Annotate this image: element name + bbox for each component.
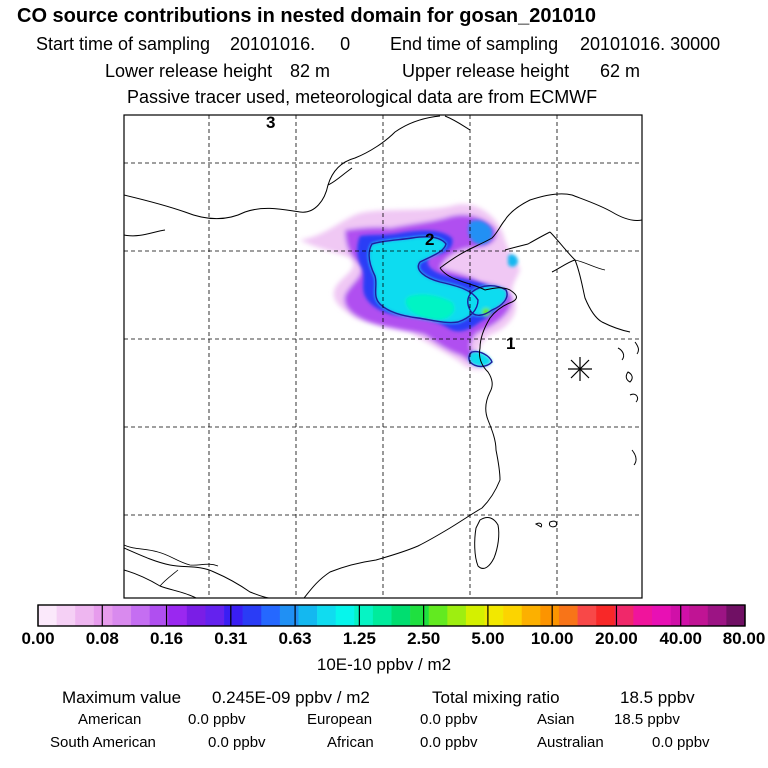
region-name: Australian: [537, 734, 604, 751]
colorbar-segment: [56, 605, 76, 626]
colorbar-tick-label: 20.00: [595, 629, 638, 648]
colorbar-segment: [354, 605, 374, 626]
colorbar-segment: [410, 605, 430, 626]
lower-release-label: Lower release height: [105, 61, 273, 81]
colorbar-tick-label: 80.00: [722, 629, 766, 648]
colorbar-segment: [391, 605, 411, 626]
start-time-label: Start time of sampling: [36, 34, 211, 54]
region-value: 0.0 ppbv: [188, 711, 246, 728]
region-value: 0.0 ppbv: [420, 734, 478, 751]
colorbar-segment: [503, 605, 523, 626]
total-mixing-label: Total mixing ratio: [432, 688, 560, 707]
colorbar-segment: [577, 605, 597, 626]
max-value-label: Maximum value: [62, 688, 182, 707]
lower-release-value: 82 m: [290, 61, 331, 81]
region-name: European: [307, 711, 373, 728]
end-time-value: 20101016. 30000: [580, 34, 721, 54]
colorbar-segment: [614, 605, 634, 626]
colorbar-segment: [521, 605, 541, 626]
colorbar-segment: [335, 605, 355, 626]
colorbar-tick-label: 5.00: [471, 629, 505, 648]
colorbar-segment: [317, 605, 336, 626]
colorbar-segment: [558, 605, 578, 626]
site-marker-icon: [568, 357, 592, 381]
colorbar-unit: 10E-10 ppbv / m2: [316, 655, 452, 674]
colorbar-segment: [186, 605, 206, 626]
colorbar-tick-label: 0.16: [149, 629, 184, 648]
plume-bay-patch: [468, 220, 493, 245]
plume-korea-patch: [508, 254, 518, 267]
region-name: American: [78, 711, 142, 728]
region-name: Asian: [537, 711, 575, 728]
region-value: 0.0 ppbv: [208, 734, 266, 751]
colorbar-segment: [149, 605, 169, 626]
trajectory-label-2: 2: [425, 230, 434, 249]
region-name: African: [327, 734, 374, 751]
colorbar-segment: [428, 605, 448, 626]
colorbar-segment: [298, 605, 318, 626]
colorbar-segment: [168, 605, 188, 626]
plume-cyan: [368, 236, 478, 323]
map-grid: [124, 115, 642, 598]
colorbar-segment: [205, 605, 225, 626]
max-value: 0.245E-09 ppbv / m2: [212, 688, 370, 707]
total-mixing-value: 18.5 ppbv: [620, 688, 695, 707]
plume-teal: [405, 294, 455, 320]
colorbar-tick-label: 0.31: [214, 629, 248, 648]
colorbar-segment: [707, 605, 727, 626]
colorbar-tick-label: 0.08: [85, 629, 119, 648]
colorbar-segment: [484, 605, 504, 626]
plume-shandong: [467, 285, 508, 316]
start-time-value: 20101016. 0: [230, 34, 351, 54]
colorbar-tick-label: 40.00: [659, 629, 702, 648]
colorbar-segment: [112, 605, 132, 626]
colorbar: [37, 604, 746, 627]
colorbar-segment: [689, 605, 709, 626]
region-value: 18.5 ppbv: [614, 711, 680, 728]
colorbar-tick-label: 0.63: [278, 629, 312, 648]
colorbar-tick-label: 2.50: [407, 629, 441, 648]
colorbar-segment: [372, 605, 392, 626]
colorbar-segment: [75, 605, 95, 626]
map-frame: [123, 114, 643, 599]
colorbar-segment: [279, 605, 299, 626]
tracer-note: Passive tracer used, meteorological data…: [127, 87, 598, 107]
colorbar-segment: [261, 605, 281, 626]
colorbar-segment: [465, 605, 485, 626]
country-borders: [124, 259, 606, 587]
colorbar-segment: [131, 605, 150, 626]
colorbar-segment: [242, 605, 262, 626]
region-value: 0.0 ppbv: [420, 711, 478, 728]
region-name: South American: [50, 734, 156, 751]
colorbar-segment: [224, 605, 243, 626]
coastlines: [124, 115, 642, 598]
colorbar-segment: [651, 605, 671, 626]
trajectory-label-1: 1: [506, 334, 515, 353]
colorbar-segment: [38, 605, 57, 626]
colorbar-segment: [726, 605, 746, 626]
colorbar-segment: [670, 605, 690, 626]
colorbar-frame: [37, 604, 746, 627]
colorbar-segment: [596, 605, 616, 626]
colorbar-segment: [540, 605, 560, 626]
trajectory-label-3: 3: [266, 113, 275, 132]
colorbar-segment: [93, 605, 113, 626]
colorbar-tick-label: 10.00: [530, 629, 574, 648]
region-value: 0.0 ppbv: [652, 734, 710, 751]
colorbar-tick-label: 1.25: [342, 629, 376, 648]
colorbar-tick-label: 0.00: [21, 629, 55, 648]
colorbar-segment: [633, 605, 653, 626]
upper-release-label: Upper release height: [402, 61, 570, 81]
upper-release-value: 62 m: [600, 61, 641, 81]
plot-title: CO source contributions in nested domain…: [17, 5, 597, 27]
end-time-label: End time of sampling: [390, 34, 559, 54]
colorbar-segment: [447, 605, 467, 626]
concentration-field: [300, 204, 520, 370]
